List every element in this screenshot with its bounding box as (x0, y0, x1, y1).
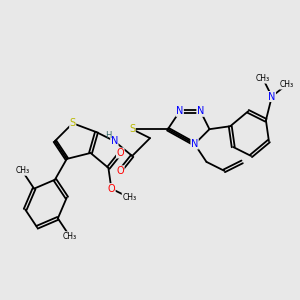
Text: N: N (268, 92, 275, 101)
Text: CH₃: CH₃ (122, 193, 136, 202)
Text: H: H (105, 130, 112, 140)
Text: CH₃: CH₃ (63, 232, 77, 241)
Text: O: O (116, 166, 124, 176)
Text: N: N (111, 136, 118, 146)
Text: N: N (197, 106, 204, 116)
Text: O: O (107, 184, 115, 194)
Text: S: S (129, 124, 135, 134)
Text: N: N (176, 106, 183, 116)
Text: CH₃: CH₃ (256, 74, 270, 83)
Text: N: N (191, 139, 198, 149)
Text: O: O (116, 148, 124, 158)
Text: CH₃: CH₃ (15, 166, 29, 175)
Text: CH₃: CH₃ (280, 80, 294, 89)
Text: S: S (70, 118, 76, 128)
